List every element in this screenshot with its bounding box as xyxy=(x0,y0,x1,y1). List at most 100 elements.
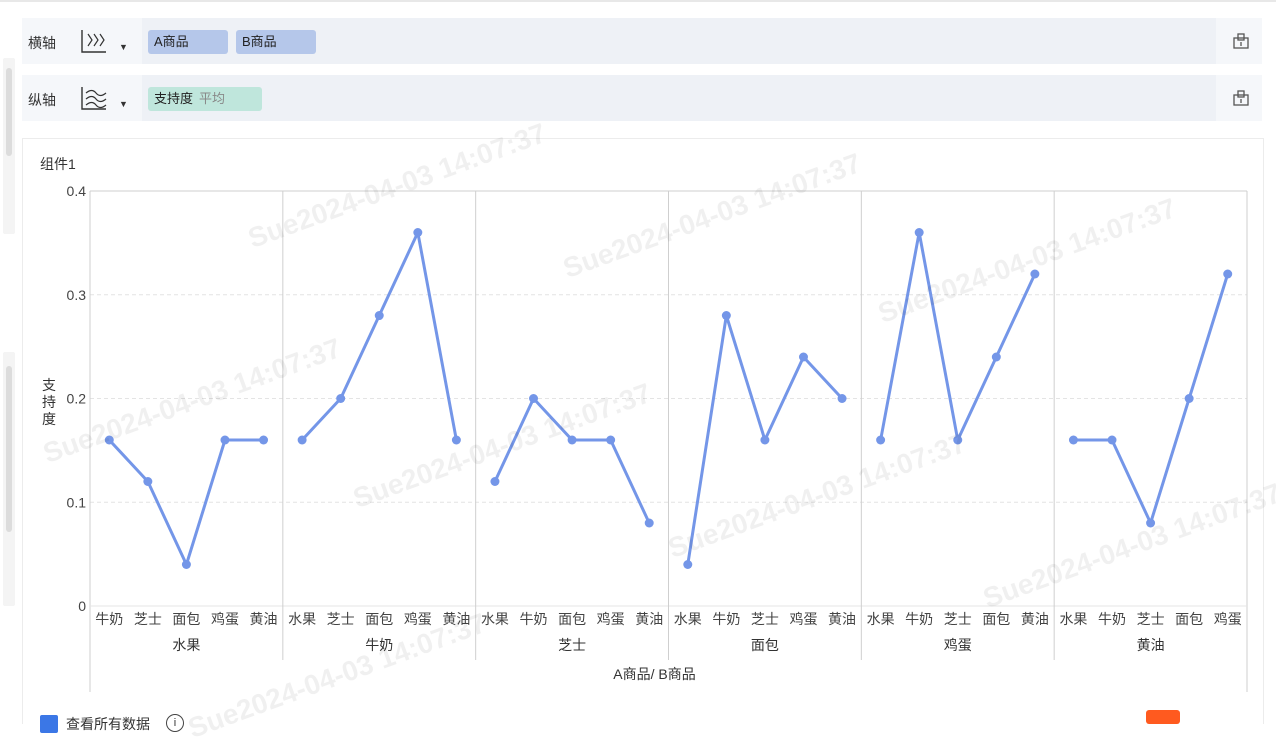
y-tick-label: 0 xyxy=(78,598,86,614)
x-tick-label: 面包 xyxy=(172,611,200,627)
data-point xyxy=(798,352,808,362)
shelf-scrollbar[interactable] xyxy=(3,58,15,234)
data-point xyxy=(490,477,500,486)
data-point xyxy=(1146,518,1156,528)
data-point xyxy=(914,228,924,237)
x-tick-label: 面包 xyxy=(982,611,1010,627)
y-axis-label-char: 度 xyxy=(42,411,56,427)
component-title: 组件1 xyxy=(40,156,76,172)
series-line-1 xyxy=(300,231,458,442)
x-axis-type-icon[interactable] xyxy=(80,28,108,54)
top-divider xyxy=(0,0,1276,2)
x-axis-title: A商品/ B商品 xyxy=(613,666,695,682)
data-point xyxy=(953,435,963,445)
x-tick-label: 黄油 xyxy=(442,611,470,627)
x-tick-label: 鸡蛋 xyxy=(211,611,239,627)
x-tick-label: 水果 xyxy=(1059,611,1087,627)
data-point xyxy=(104,435,114,445)
x-field-pill-b[interactable]: B商品 xyxy=(236,30,316,54)
x-tick-label: 面包 xyxy=(558,611,586,627)
data-point xyxy=(683,560,693,569)
x-tick-label: 芝士 xyxy=(944,611,972,627)
y-axis-type-icon[interactable] xyxy=(80,85,108,111)
x-group-label: 黄油 xyxy=(1137,637,1165,653)
data-point xyxy=(991,352,1001,362)
data-point xyxy=(143,477,153,486)
x-tick-label: 鸡蛋 xyxy=(597,611,625,627)
x-axis-settings-icon[interactable] xyxy=(1232,32,1250,50)
y-field-name: 支持度 xyxy=(154,91,194,106)
data-point xyxy=(837,394,847,403)
y-axis-label-char: 支 xyxy=(42,377,56,393)
x-tick-label: 芝士 xyxy=(1137,611,1165,627)
data-point xyxy=(413,228,423,237)
info-icon[interactable]: i xyxy=(166,714,184,732)
y-tick-label: 0.1 xyxy=(67,494,87,510)
x-tick-label: 芝士 xyxy=(327,611,355,627)
y-axis-dropdown-icon[interactable]: ▼ xyxy=(119,99,128,109)
x-tick-label: 牛奶 xyxy=(1098,611,1126,627)
data-point xyxy=(606,435,616,445)
data-point xyxy=(1223,269,1233,279)
data-point xyxy=(181,560,191,569)
shelf-scrollbar-thumb[interactable] xyxy=(6,68,12,156)
y-axis-shelf: 纵轴 ▼ 支持度 平均 xyxy=(22,75,1262,121)
x-tick-label: 黄油 xyxy=(828,611,856,627)
data-point xyxy=(374,311,384,320)
x-tick-label: 牛奶 xyxy=(95,611,123,627)
series-line-2 xyxy=(493,397,651,525)
chart-scrollbar-thumb[interactable] xyxy=(6,366,12,532)
chart-scrollbar[interactable] xyxy=(3,352,15,606)
x-tick-label: 芝士 xyxy=(134,611,162,627)
data-point xyxy=(1107,435,1117,445)
data-point xyxy=(451,435,461,445)
x-axis-shelf-label: 横轴 xyxy=(28,35,56,51)
data-point xyxy=(567,435,577,445)
data-point xyxy=(1184,394,1194,403)
x-tick-label: 牛奶 xyxy=(712,611,740,627)
x-tick-label: 黄油 xyxy=(1021,611,1049,627)
x-tick-label: 黄油 xyxy=(635,611,663,627)
x-group-label: 鸡蛋 xyxy=(944,637,972,653)
data-point xyxy=(760,435,770,445)
series-line-4 xyxy=(879,231,1037,442)
y-axis-shelf-label: 纵轴 xyxy=(28,92,56,108)
x-tick-label: 水果 xyxy=(288,611,316,627)
show-all-data-label[interactable]: 查看所有数据 xyxy=(66,716,150,732)
data-point xyxy=(336,394,346,403)
y-axis-field-area[interactable]: 支持度 平均 xyxy=(142,75,1216,121)
y-tick-label: 0.3 xyxy=(67,287,87,303)
data-point xyxy=(259,435,269,445)
x-tick-label: 鸡蛋 xyxy=(404,611,432,627)
data-point xyxy=(220,435,230,445)
x-tick-label: 鸡蛋 xyxy=(1214,611,1242,627)
x-group-label: 芝士 xyxy=(558,637,586,653)
x-tick-label: 水果 xyxy=(481,611,509,627)
x-tick-label: 鸡蛋 xyxy=(789,611,817,627)
x-axis-field-area[interactable]: A商品 B商品 xyxy=(142,18,1216,64)
data-point xyxy=(721,311,731,320)
x-tick-label: 面包 xyxy=(365,611,393,627)
data-point xyxy=(1030,269,1040,279)
y-tick-label: 0.2 xyxy=(67,391,87,407)
y-axis-settings-icon[interactable] xyxy=(1232,89,1250,107)
data-point xyxy=(876,435,886,445)
x-tick-label: 牛奶 xyxy=(520,611,548,627)
x-tick-label: 水果 xyxy=(674,611,702,627)
y-tick-label: 0.4 xyxy=(67,183,87,199)
x-tick-label: 芝士 xyxy=(751,611,779,627)
data-point xyxy=(297,435,307,445)
data-point xyxy=(644,518,654,528)
y-field-pill[interactable]: 支持度 平均 xyxy=(148,87,262,111)
x-axis-dropdown-icon[interactable]: ▼ xyxy=(119,42,128,52)
x-axis-shelf: 横轴 ▼ A商品 B商品 xyxy=(22,18,1262,64)
show-all-data-checkbox[interactable] xyxy=(40,715,58,733)
x-tick-label: 面包 xyxy=(1175,611,1203,627)
x-group-label: 牛奶 xyxy=(365,637,393,653)
data-point xyxy=(1068,435,1078,445)
x-field-pill-a[interactable]: A商品 xyxy=(148,30,228,54)
data-point xyxy=(529,394,539,403)
chart-panel xyxy=(22,138,1264,724)
x-group-label: 水果 xyxy=(172,637,200,653)
